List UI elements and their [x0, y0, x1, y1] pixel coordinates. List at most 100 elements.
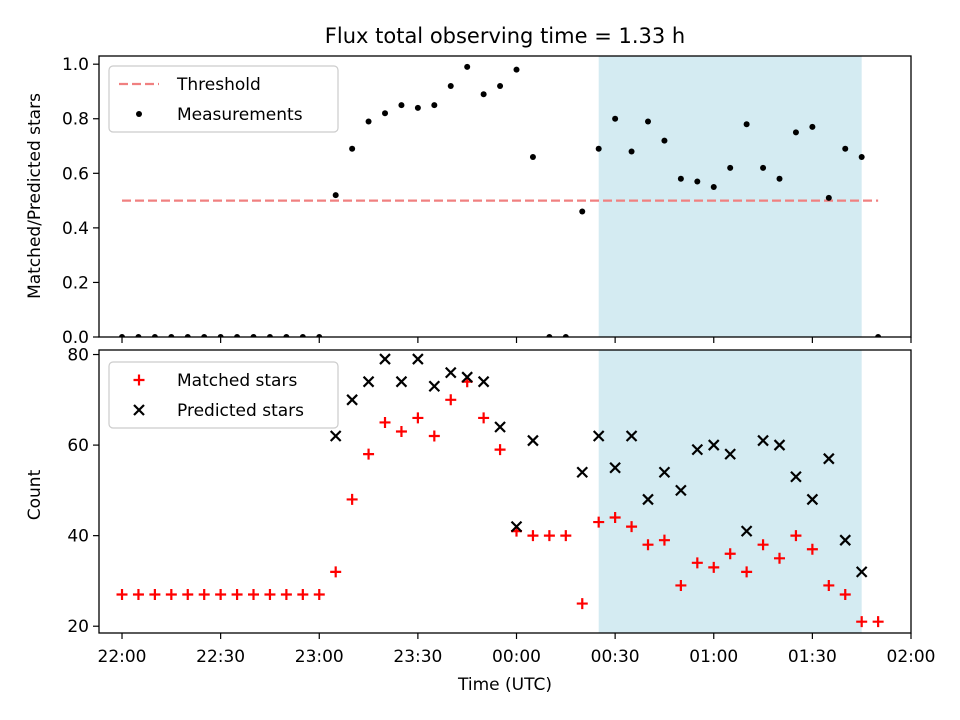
matched-star-point	[478, 412, 490, 424]
measurement-point	[694, 178, 701, 185]
matched-star-point	[215, 589, 227, 601]
matched-star-point	[741, 566, 753, 578]
measurement-point	[612, 115, 619, 122]
x-tick-label: 22:00	[98, 647, 147, 667]
predicted-star-point	[658, 466, 671, 479]
matched-star-point	[363, 448, 375, 460]
predicted-star-point	[461, 371, 473, 383]
top-panel: 0.0 0.2 0.4 0.6 0.8 1.0 Threshold Measurements	[62, 55, 912, 348]
measurement-point	[299, 334, 306, 337]
predicted-star-point	[346, 394, 358, 406]
predicted-star-point	[707, 439, 720, 451]
predicted-star-point	[395, 375, 408, 388]
measurement-point	[809, 123, 816, 130]
predicted-star-point	[757, 434, 769, 447]
predicted-star-point	[444, 366, 457, 379]
predicted-star-point	[790, 471, 802, 483]
predicted-star-point	[806, 493, 819, 506]
measurement-point	[529, 153, 536, 160]
matched-star-point	[790, 530, 802, 542]
predicted-star-point	[839, 534, 852, 546]
y-tick-label: 0.2	[62, 273, 89, 293]
matched-star-point	[527, 530, 539, 542]
predicted-star-point	[773, 439, 786, 451]
measurement-point	[661, 137, 668, 144]
legend-swatch	[133, 404, 145, 416]
y-tick-label: 40	[67, 527, 89, 547]
matched-star-point	[856, 616, 868, 628]
measurement-point	[595, 145, 602, 152]
measurement-point	[168, 334, 175, 337]
measurement-point	[743, 121, 750, 128]
measurement-point	[332, 192, 339, 199]
x-tick-label: 23:00	[295, 647, 344, 667]
matched-star-point	[395, 426, 407, 438]
measurement-point	[727, 164, 734, 171]
measurement-point	[875, 334, 882, 337]
measurement-point	[776, 175, 783, 182]
predicted-star-point	[412, 353, 424, 365]
measurement-point	[447, 83, 454, 90]
measurement-point	[842, 145, 849, 152]
matched-star-point	[806, 543, 818, 555]
measurement-point	[266, 334, 273, 337]
measurement-point	[431, 102, 438, 109]
measurement-point	[382, 110, 389, 117]
legend-label: Matched stars	[177, 371, 297, 391]
predicted-star-point	[625, 430, 638, 442]
measurement-point	[579, 208, 586, 215]
y-tick-label: 0.6	[62, 164, 89, 184]
matched-star-point	[593, 516, 605, 528]
matched-star-point	[116, 589, 128, 601]
measurement-point	[365, 118, 372, 125]
measurement-point	[677, 175, 684, 182]
chart-title: Flux total observing time = 1.33 h	[325, 24, 685, 48]
matched-star-point	[724, 548, 736, 560]
matched-star-point	[642, 539, 654, 551]
predicted-star-point	[527, 434, 539, 447]
axes-frame	[98, 55, 912, 338]
y-tick-label: 80	[67, 346, 89, 366]
matched-star-point	[231, 589, 243, 601]
predicted-star-point	[642, 493, 654, 506]
legend-box	[108, 65, 339, 133]
matched-star-point	[182, 589, 194, 601]
measurement-point	[562, 334, 569, 337]
matched-star-point	[576, 598, 588, 610]
matched-star-point	[872, 616, 884, 628]
measurement-point	[316, 334, 323, 337]
predicted-star-point	[329, 430, 342, 442]
y-tick-label: 0.8	[62, 110, 89, 130]
predicted-star-point	[428, 380, 441, 393]
matched-star-point	[708, 561, 720, 573]
legend-label: Threshold	[176, 75, 261, 95]
predicted-star-point	[740, 525, 753, 537]
measurement-point	[414, 104, 421, 111]
matched-star-point	[839, 589, 851, 601]
matched-star-point	[330, 566, 342, 578]
measurement-point	[234, 334, 241, 337]
matched-star-point	[691, 557, 703, 569]
y-tick-label: 0.0	[62, 328, 89, 348]
matched-star-point	[379, 416, 391, 428]
legend-box	[108, 361, 339, 429]
matched-star-point	[412, 412, 424, 424]
axes-frame	[98, 349, 912, 634]
measurement-point	[792, 129, 799, 136]
measurement-point	[184, 334, 191, 337]
y-tick-label: 20	[67, 617, 89, 637]
x-tick-label: 01:00	[689, 647, 738, 667]
legend: Threshold Measurements	[108, 65, 339, 133]
predicted-star-point	[510, 520, 523, 533]
measurement-point	[546, 334, 553, 337]
highlight-span	[598, 56, 862, 337]
top-y-axis-label: Matched/Predicted stars	[25, 93, 45, 299]
y-tick-label: 60	[67, 436, 89, 456]
y-tick-label: 1.0	[62, 55, 89, 75]
matched-star-point	[198, 589, 210, 601]
predicted-star-point	[494, 421, 506, 433]
matched-star-point	[626, 521, 638, 533]
measurement-point	[283, 334, 290, 337]
measurement-point	[464, 63, 471, 70]
